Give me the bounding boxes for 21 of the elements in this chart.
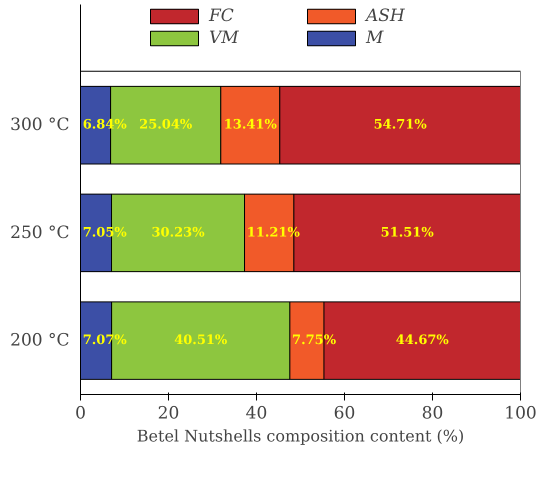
data-label: 13.41% (224, 118, 278, 133)
x-tick-label: 40 (246, 404, 268, 424)
x-tick-label: 0 (75, 404, 86, 424)
data-label: 51.51% (380, 225, 434, 240)
legend-label: M (366, 28, 385, 48)
x-tick-label: 60 (334, 404, 356, 424)
x-tick-label: 100 (504, 404, 537, 424)
data-label: 40.51% (174, 333, 228, 348)
data-label: 54.71% (374, 118, 428, 133)
x-tick-label: 80 (422, 404, 444, 424)
data-label: 30.23% (151, 225, 206, 240)
data-label: 25.04% (139, 118, 193, 133)
data-label: 44.67% (396, 333, 450, 348)
x-tick-label: 20 (158, 404, 180, 424)
legend-label: VM (209, 28, 240, 48)
x-axis-title: Betel Nutshells composition content (%) (136, 426, 464, 446)
legend-label: FC (209, 6, 235, 26)
y-tick-label: 200 °C (10, 330, 70, 351)
y-tick-label: 250 °C (10, 222, 70, 243)
legend-label: ASH (366, 6, 406, 26)
y-tick-label: 300 °C (10, 115, 70, 136)
